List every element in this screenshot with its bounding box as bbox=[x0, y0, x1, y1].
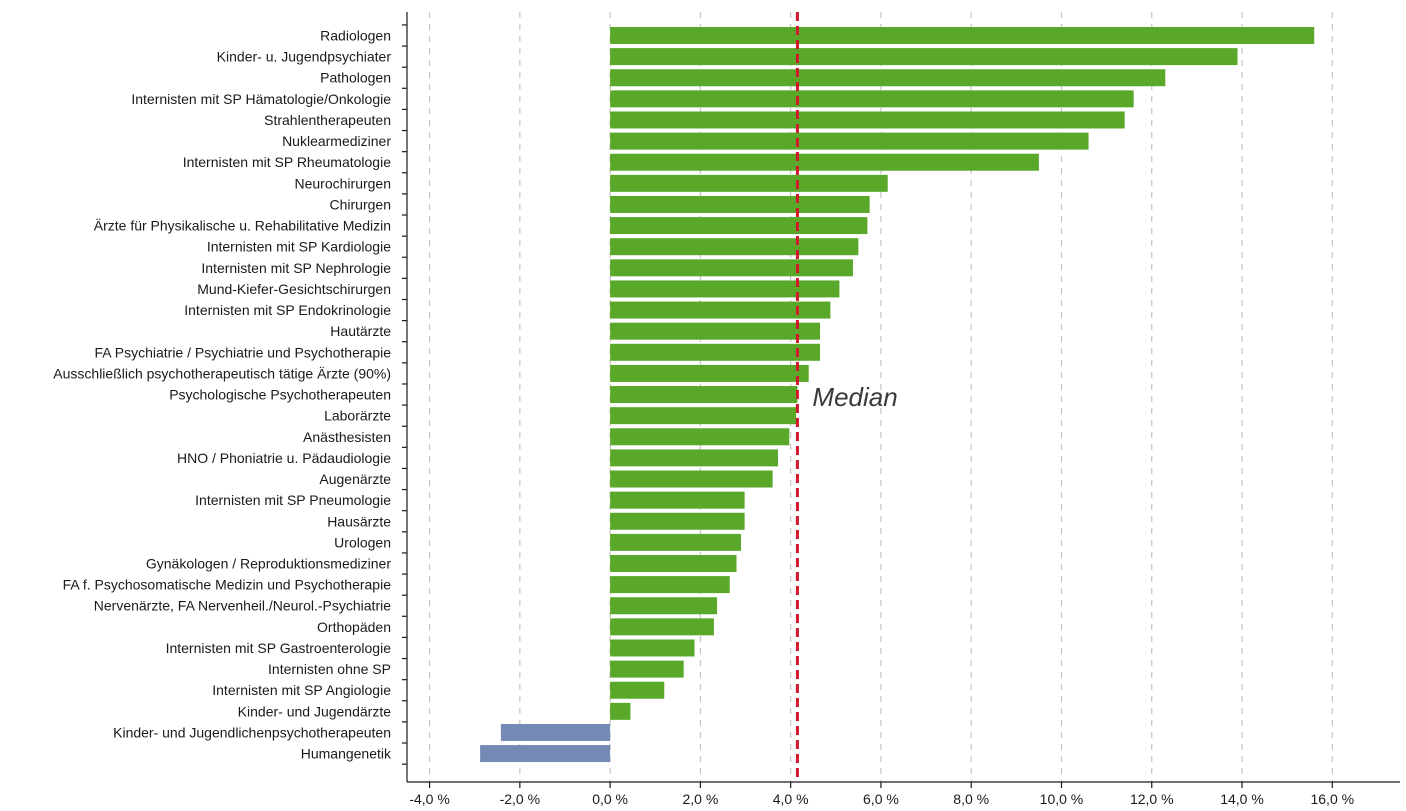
category-label: FA f. Psychosomatische Medizin und Psych… bbox=[63, 577, 392, 593]
bar bbox=[610, 195, 870, 213]
bar bbox=[610, 470, 773, 488]
category-label: Psychologische Psychotherapeuten bbox=[169, 387, 391, 403]
bar bbox=[610, 576, 730, 594]
bar bbox=[610, 364, 809, 382]
bar bbox=[610, 259, 853, 277]
bar bbox=[610, 238, 859, 256]
x-tick-label: -2,0 % bbox=[500, 791, 540, 807]
category-label: Anästhesisten bbox=[303, 429, 391, 445]
category-label: Augenärzte bbox=[319, 471, 391, 487]
bar bbox=[610, 343, 820, 361]
category-label: Mund-Kiefer-Gesichtschirurgen bbox=[197, 281, 391, 297]
category-label: Ausschließlich psychotherapeutisch tätig… bbox=[53, 365, 391, 381]
bar bbox=[480, 745, 611, 763]
category-labels: Radiologen Kinder- u. Jugendpsychiater Pat… bbox=[53, 28, 392, 762]
bar bbox=[610, 491, 745, 509]
bar bbox=[610, 27, 1315, 44]
bars bbox=[480, 27, 1315, 763]
category-label: Pathologen bbox=[320, 70, 391, 86]
category-label: Internisten mit SP Rheumatologie bbox=[183, 154, 392, 170]
bar bbox=[610, 639, 695, 657]
x-tick-label: -4,0 % bbox=[409, 791, 449, 807]
category-label: Humangenetik bbox=[301, 746, 392, 762]
category-label: Internisten mit SP Angiologie bbox=[212, 682, 391, 698]
category-label: Orthopäden bbox=[317, 619, 391, 635]
category-label: Strahlentherapeuten bbox=[264, 112, 391, 128]
category-label: Kinder- u. Jugendpsychiater bbox=[217, 49, 392, 65]
category-label: HNO / Phoniatrie u. Pädaudiologie bbox=[177, 450, 391, 466]
category-label: Internisten mit SP Hämatologie/Onkologie bbox=[131, 91, 391, 107]
bar bbox=[610, 217, 868, 235]
category-label: Laborärzte bbox=[324, 408, 391, 424]
bar bbox=[610, 174, 888, 192]
category-label: Kinder- und Jugendlichenpsychotherapeute… bbox=[113, 724, 391, 740]
bar bbox=[610, 681, 665, 699]
bar bbox=[610, 153, 1039, 171]
category-label: Internisten mit SP Endokrinologie bbox=[184, 302, 391, 318]
bar bbox=[610, 555, 737, 572]
bar bbox=[610, 280, 840, 298]
bar bbox=[610, 449, 779, 467]
x-tick-label: 16,0 % bbox=[1310, 791, 1354, 807]
bar bbox=[500, 723, 611, 741]
category-label: Ärzte für Physikalische u. Rehabilitativ… bbox=[94, 218, 391, 234]
category-label: Nervenärzte, FA Nervenheil./Neurol.-Psyc… bbox=[94, 598, 391, 614]
median-label: Median bbox=[812, 382, 897, 412]
bar bbox=[610, 90, 1134, 108]
category-label: Neurochirurgen bbox=[295, 175, 392, 191]
axes bbox=[402, 12, 1400, 788]
x-tick-label: 8,0 % bbox=[953, 791, 989, 807]
category-label: Internisten mit SP Gastroenterologie bbox=[166, 640, 392, 656]
category-label: Kinder- und Jugendärzte bbox=[238, 703, 392, 719]
category-label: Internisten mit SP Kardiologie bbox=[207, 239, 391, 255]
category-label: FA Psychiatrie / Psychiatrie und Psychot… bbox=[95, 344, 392, 360]
bar bbox=[610, 69, 1166, 87]
x-tick-label: 6,0 % bbox=[863, 791, 899, 807]
x-tick-label: 0,0 % bbox=[592, 791, 628, 807]
category-label: Radiologen bbox=[320, 28, 391, 44]
category-label: Hausärzte bbox=[327, 513, 391, 529]
x-tick-label: 14,0 % bbox=[1220, 791, 1264, 807]
category-label: Urologen bbox=[334, 534, 391, 550]
bar bbox=[610, 660, 684, 678]
x-tick-labels: -4,0 % -2,0 % 0,0 % 2,0 % 4,0 % 6,0 % 8,0 % 10,… bbox=[409, 791, 1354, 807]
bar bbox=[610, 111, 1125, 129]
category-label: Internisten mit SP Pneumologie bbox=[195, 492, 391, 508]
x-tick-label: 10,0 % bbox=[1040, 791, 1084, 807]
bar bbox=[610, 132, 1089, 150]
bar bbox=[610, 618, 714, 636]
bar bbox=[610, 48, 1238, 66]
category-label: Internisten mit SP Nephrologie bbox=[201, 260, 391, 276]
category-label: Chirurgen bbox=[330, 196, 391, 212]
bar bbox=[610, 702, 631, 720]
bar bbox=[610, 428, 790, 446]
bar bbox=[610, 512, 745, 530]
bar bbox=[610, 386, 798, 404]
bar bbox=[610, 407, 797, 425]
median-marker: Median bbox=[795, 12, 898, 782]
bar bbox=[610, 597, 718, 615]
x-tick-label: 2,0 % bbox=[682, 791, 718, 807]
category-label: Internisten ohne SP bbox=[268, 661, 391, 677]
category-label: Nuklearmediziner bbox=[282, 133, 391, 149]
category-label: Hautärzte bbox=[330, 323, 391, 339]
category-label: Gynäkologen / Reproduktionsmediziner bbox=[146, 556, 391, 572]
x-tick-label: 4,0 % bbox=[773, 791, 809, 807]
x-tick-label: 12,0 % bbox=[1130, 791, 1174, 807]
bar bbox=[610, 533, 742, 551]
bar bbox=[610, 301, 831, 319]
bar bbox=[610, 322, 820, 340]
